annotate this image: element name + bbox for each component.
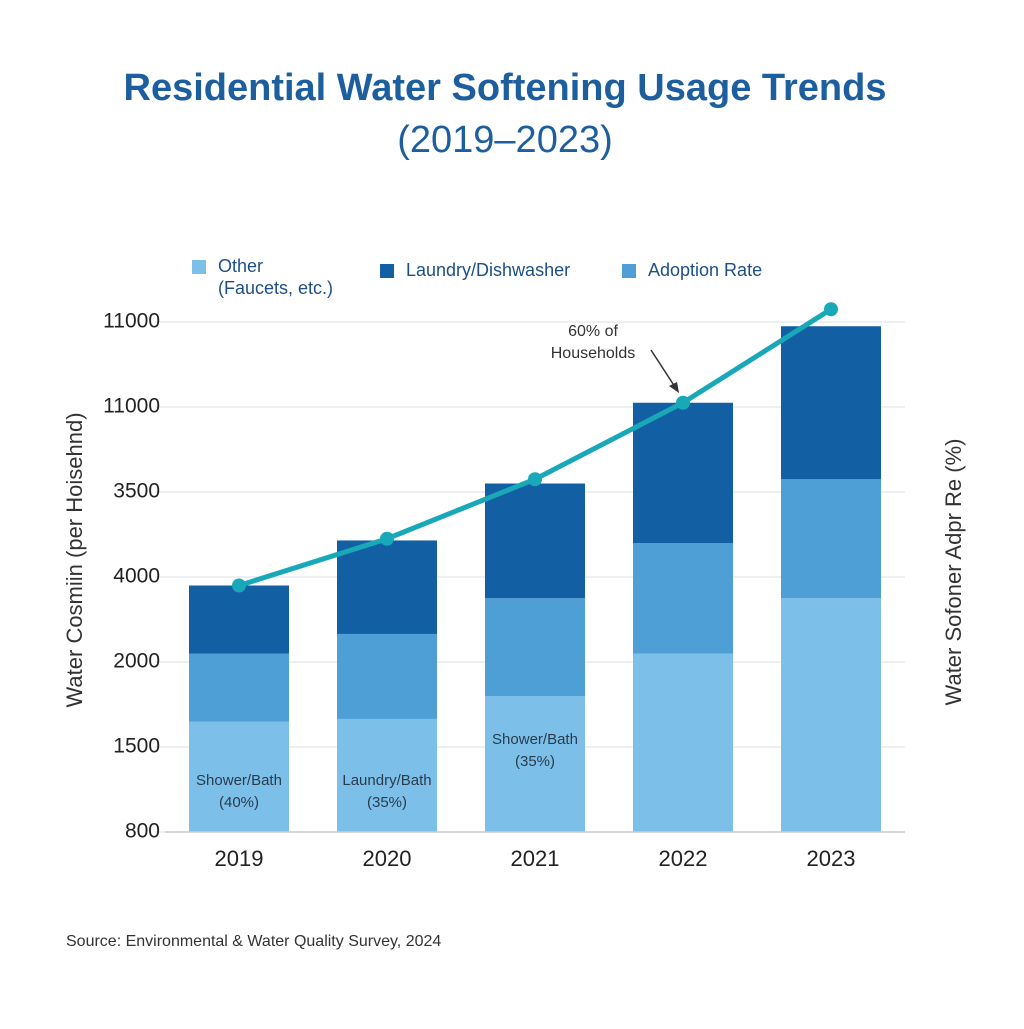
x-tick-label: 2020	[363, 846, 412, 871]
x-tick-label: 2021	[511, 846, 560, 871]
legend-swatch	[380, 264, 394, 278]
bar-segment	[189, 585, 289, 654]
bar-segment	[189, 653, 289, 722]
chart-subtitle: (2019–2023)	[397, 119, 613, 161]
y-tick-label: 3500	[113, 480, 160, 503]
y2-axis-label: Water Sofoner Adpr Re (%)	[941, 439, 966, 706]
line-point	[232, 578, 246, 593]
x-tick-label: 2022	[659, 846, 708, 871]
bar-segment	[485, 696, 585, 832]
y-tick-label: 11000	[103, 395, 160, 418]
bar-annotation: (40%)	[219, 794, 259, 811]
y-tick-label: 2000	[113, 650, 160, 673]
y-tick-label: 1500	[113, 735, 160, 758]
y-tick-label: 11000	[103, 310, 160, 333]
legend-label: Other (Faucets, etc.)	[218, 256, 333, 298]
bar-segment	[781, 326, 881, 480]
line-point	[676, 395, 690, 410]
bar-segment	[337, 540, 437, 634]
legend-label-line: (Faucets, etc.)	[218, 278, 333, 298]
legend-swatch	[622, 264, 636, 278]
line-point	[528, 472, 542, 487]
bar-segment	[485, 598, 585, 696]
callout-text: Households	[551, 345, 636, 362]
chart-title: Residential Water Softening Usage Trends	[124, 67, 887, 109]
callout-arrowhead	[669, 382, 679, 393]
callout-arrow	[650, 349, 678, 391]
bar-annotation: Laundry/Bath	[342, 772, 431, 789]
line-point	[380, 531, 394, 546]
legend-swatch	[192, 260, 206, 274]
source-note: Source: Environmental & Water Quality Su…	[66, 933, 441, 950]
bar-segment	[189, 721, 289, 832]
legend-label-line: Other	[218, 256, 263, 276]
bar-segment	[781, 598, 881, 832]
bar-segment	[337, 633, 437, 719]
line-point	[824, 302, 838, 317]
bar-annotation: Shower/Bath	[196, 772, 282, 789]
bar-segment	[485, 483, 585, 599]
legend-label: Adoption Rate	[648, 260, 762, 280]
bar-annotation: Shower/Bath	[492, 731, 578, 748]
y-axis-label: Water Cosmiin (per Hoisehnd)	[62, 412, 87, 707]
bar-segment	[337, 718, 437, 832]
x-tick-label: 2019	[215, 846, 264, 871]
bar-segment	[781, 479, 881, 599]
x-tick-label: 2023	[807, 846, 856, 871]
bar-segment	[633, 653, 733, 832]
bar-annotation: (35%)	[367, 794, 407, 811]
bar-annotation: (35%)	[515, 753, 555, 770]
y-tick-label: 4000	[113, 565, 160, 588]
bar-segment	[633, 543, 733, 654]
bar-segment	[633, 402, 733, 543]
callout-text: 60% of	[568, 323, 618, 340]
legend-label: Laundry/Dishwasher	[406, 260, 570, 280]
y-tick-label: 800	[125, 820, 160, 843]
